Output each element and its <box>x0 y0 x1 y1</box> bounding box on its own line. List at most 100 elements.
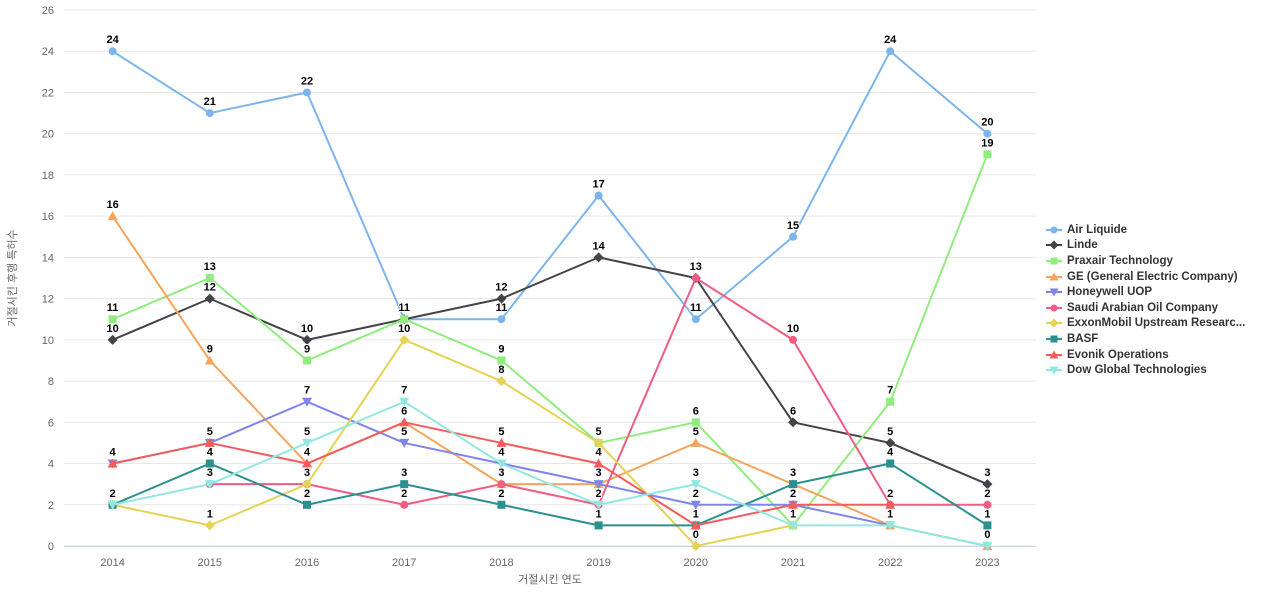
data-point-marker[interactable] <box>399 397 410 407</box>
data-point-label: 19 <box>981 137 993 149</box>
data-point-marker[interactable] <box>690 437 701 447</box>
y-tick-label: 18 <box>42 170 54 182</box>
data-point-marker[interactable] <box>205 274 214 282</box>
data-point-marker[interactable] <box>107 334 118 345</box>
data-point-marker[interactable] <box>886 459 895 468</box>
legend-item-ge-general-electric-company[interactable]: GE (General Electric Company) <box>1046 269 1245 285</box>
data-point-marker[interactable] <box>885 437 896 448</box>
data-point-marker[interactable] <box>399 438 410 448</box>
data-point-marker[interactable] <box>204 293 215 304</box>
data-point-marker[interactable] <box>302 458 312 468</box>
data-point-marker[interactable] <box>400 500 409 509</box>
data-point-marker[interactable] <box>1049 272 1059 281</box>
data-point-marker[interactable] <box>303 500 311 509</box>
data-point-marker[interactable] <box>496 376 507 387</box>
data-point-marker[interactable] <box>593 458 604 468</box>
data-point-marker[interactable] <box>107 500 118 510</box>
data-point-marker[interactable] <box>690 500 701 510</box>
data-point-marker[interactable] <box>789 232 797 241</box>
data-point-marker[interactable] <box>982 542 993 551</box>
legend-item-praxair-technology[interactable]: Praxair Technology <box>1046 253 1245 269</box>
data-point-marker[interactable] <box>204 480 215 490</box>
data-point-marker[interactable] <box>497 500 506 509</box>
triangle-down-legend-marker-icon <box>1046 288 1062 297</box>
data-point-marker[interactable] <box>982 479 993 490</box>
data-point-marker[interactable] <box>302 479 312 490</box>
data-point-marker[interactable] <box>691 274 700 282</box>
data-point-marker[interactable] <box>593 437 604 448</box>
data-point-marker[interactable] <box>399 417 410 427</box>
data-point-marker[interactable] <box>1049 240 1059 250</box>
data-point-marker[interactable] <box>204 437 215 447</box>
data-point-marker[interactable] <box>983 129 992 138</box>
data-point-marker[interactable] <box>1050 304 1058 312</box>
data-point-label: 8 <box>498 364 504 376</box>
data-point-marker[interactable] <box>205 459 214 468</box>
data-point-label: 10 <box>398 323 410 335</box>
diamond-legend-marker-icon <box>1046 318 1062 328</box>
legend-item-honeywell-uop[interactable]: Honeywell UOP <box>1046 284 1245 300</box>
data-point-marker[interactable] <box>1049 366 1059 375</box>
data-point-marker[interactable] <box>690 520 701 530</box>
legend-item-exxonmobil-upstream-researc[interactable]: ExxonMobil Upstream Researc... <box>1046 316 1245 332</box>
data-point-marker[interactable] <box>496 437 507 447</box>
data-point-marker[interactable] <box>1050 335 1058 343</box>
data-point-marker[interactable] <box>593 500 604 510</box>
data-point-marker[interactable] <box>886 397 895 406</box>
data-point-marker[interactable] <box>690 480 701 490</box>
data-point-marker[interactable] <box>303 88 311 97</box>
data-point-marker[interactable] <box>302 334 312 345</box>
legend-item-dow-global-technologies[interactable]: Dow Global Technologies <box>1046 362 1245 378</box>
data-point-marker[interactable] <box>302 397 312 407</box>
data-point-marker[interactable] <box>593 480 604 490</box>
data-point-marker[interactable] <box>204 520 215 531</box>
data-point-marker[interactable] <box>789 335 797 344</box>
data-point-marker[interactable] <box>399 334 410 345</box>
data-point-marker[interactable] <box>204 355 215 365</box>
data-point-marker[interactable] <box>788 499 798 509</box>
data-point-marker[interactable] <box>302 438 312 448</box>
data-point-marker[interactable] <box>885 521 896 531</box>
data-point-marker[interactable] <box>496 459 507 469</box>
data-point-marker[interactable] <box>205 109 214 118</box>
data-point-label: 17 <box>592 179 604 191</box>
data-point-marker[interactable] <box>788 521 798 531</box>
data-point-label: 11 <box>398 302 410 314</box>
data-point-marker[interactable] <box>788 417 798 428</box>
y-tick-label: 10 <box>42 335 54 347</box>
data-point-label: 9 <box>304 343 310 355</box>
data-point-marker[interactable] <box>593 252 604 263</box>
data-point-marker[interactable] <box>691 418 700 427</box>
data-point-marker[interactable] <box>497 480 506 489</box>
data-point-marker[interactable] <box>983 150 992 159</box>
data-point-marker[interactable] <box>691 315 700 324</box>
data-point-marker[interactable] <box>1049 288 1059 297</box>
data-point-marker[interactable] <box>983 500 992 509</box>
data-point-marker[interactable] <box>886 47 895 56</box>
data-point-marker[interactable] <box>108 315 117 324</box>
data-point-marker[interactable] <box>496 293 507 304</box>
data-point-marker[interactable] <box>400 315 409 324</box>
legend-item-saudi-arabian-oil-company[interactable]: Saudi Arabian Oil Company <box>1046 300 1245 316</box>
data-point-marker[interactable] <box>789 480 797 489</box>
legend-item-air-liquide[interactable]: Air Liquide <box>1046 222 1245 238</box>
data-point-marker[interactable] <box>107 458 118 468</box>
data-point-marker[interactable] <box>1049 318 1059 328</box>
legend-item-evonik-operations[interactable]: Evonik Operations <box>1046 347 1245 363</box>
data-point-marker[interactable] <box>1050 257 1058 265</box>
legend-item-basf[interactable]: BASF <box>1046 331 1245 347</box>
data-point-marker[interactable] <box>1049 350 1059 359</box>
data-point-marker[interactable] <box>983 521 992 530</box>
data-point-marker[interactable] <box>497 356 506 365</box>
data-point-marker[interactable] <box>497 315 506 324</box>
data-point-marker[interactable] <box>108 47 117 56</box>
data-point-marker[interactable] <box>1050 226 1058 234</box>
data-point-marker[interactable] <box>594 191 603 200</box>
data-point-marker[interactable] <box>594 521 603 530</box>
data-point-marker[interactable] <box>303 356 311 365</box>
legend-item-linde[interactable]: Linde <box>1046 238 1245 254</box>
data-point-marker[interactable] <box>690 541 701 551</box>
data-point-marker[interactable] <box>107 211 118 221</box>
data-point-marker[interactable] <box>885 499 896 509</box>
data-point-marker[interactable] <box>400 480 409 489</box>
